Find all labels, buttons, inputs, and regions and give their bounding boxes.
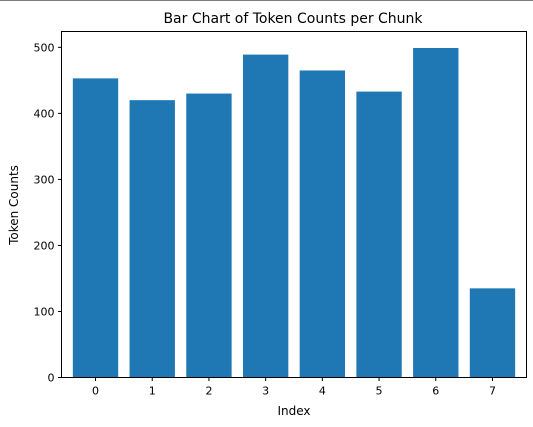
bar-1	[129, 100, 175, 378]
bar-0	[72, 78, 119, 378]
y-tick-label: 500	[34, 41, 55, 54]
x-tick-label: 5	[376, 385, 383, 398]
x-axis-label: Index	[277, 404, 310, 418]
y-tick-label: 0	[48, 372, 55, 385]
x-axis: 0 1 2 3 4 5 6 7	[92, 377, 496, 398]
x-tick-label: 2	[205, 385, 212, 398]
y-tick-label: 400	[34, 107, 55, 120]
x-tick-label: 7	[489, 385, 496, 398]
top-border-line	[0, 0, 533, 1]
chart-title: Bar Chart of Token Counts per Chunk	[163, 11, 423, 27]
bar-6	[413, 48, 459, 378]
plot-area-frame	[61, 31, 527, 378]
bar-5	[356, 91, 402, 378]
y-axis-label: Token Counts	[7, 165, 21, 246]
y-tick-label: 100	[34, 305, 55, 318]
bar-2	[186, 93, 232, 378]
x-tick-label: 1	[149, 385, 156, 398]
bar-7	[469, 288, 516, 378]
x-tick-label: 4	[319, 385, 326, 398]
x-tick-label: 6	[432, 385, 439, 398]
bar-group	[72, 48, 516, 378]
y-axis: 0 100 200 300 400 500	[34, 41, 62, 385]
bar-4	[299, 70, 346, 378]
y-tick-label: 300	[34, 173, 55, 186]
x-tick-label: 0	[92, 385, 99, 398]
y-tick-label: 200	[34, 239, 55, 252]
bar-3	[242, 54, 289, 378]
x-tick-label: 3	[262, 385, 269, 398]
